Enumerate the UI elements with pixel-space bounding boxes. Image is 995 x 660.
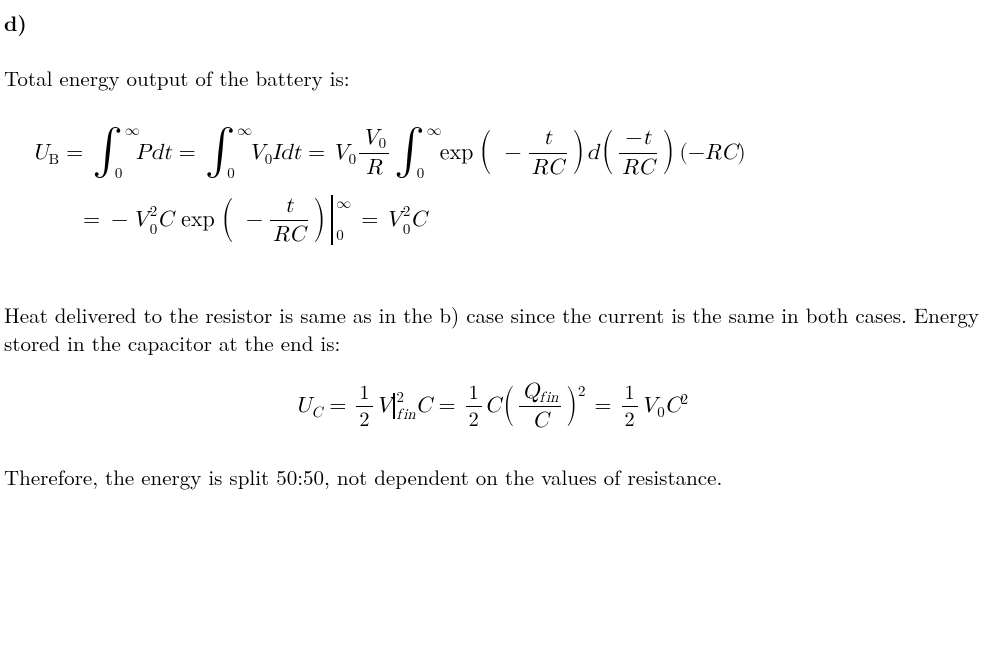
C-1: C: [416, 393, 432, 419]
frac-half-2: 1 2: [466, 382, 482, 432]
equals-1: =: [66, 140, 83, 166]
eval-V-fin: [393, 393, 395, 419]
V-fin-sq-sub: 2fin: [397, 393, 416, 420]
section-label: d): [4, 8, 979, 38]
equals-4: =: [83, 207, 100, 233]
equals-6: =: [329, 393, 346, 419]
d: d: [587, 140, 599, 166]
V0sqC-1: V20C: [132, 207, 173, 235]
lparen-big-3: (: [221, 201, 233, 236]
exp-2: exp: [181, 207, 215, 233]
rparen-big-3: ): [313, 201, 325, 236]
Idt: Idt: [272, 140, 301, 166]
V0-2: V0: [332, 140, 356, 166]
rparen-big-4: ): [567, 388, 578, 420]
para-battery-energy: Total energy output of the battery is:: [4, 64, 979, 92]
frac-negt-RC: −t RC: [619, 126, 657, 179]
frac-t-RC-1: t RC: [529, 126, 567, 179]
eval-bar-1: ∞0: [331, 195, 351, 245]
exp-1: exp: [440, 140, 474, 166]
frac-half-3: 1 2: [622, 382, 638, 432]
sq-paren: 2: [578, 385, 585, 400]
rparen-big-1: ): [572, 133, 584, 168]
rparen-big-2: ): [663, 133, 675, 168]
eq-line-3: UC = 1 2 V 2fin C = 1 2 C ( Qfin C )2 = …: [4, 380, 979, 433]
frac-t-RC-2: t RC: [270, 194, 308, 247]
equals-3: =: [308, 140, 325, 166]
minus-1: −: [111, 207, 128, 233]
para-heat-resistor: Heat delivered to the resistor is same a…: [4, 301, 979, 358]
C-2: C: [485, 393, 501, 419]
page: d) Total energy output of the battery is…: [0, 0, 995, 502]
lparen-big-1: (: [480, 133, 492, 168]
frac-Qfin-C: Qfin C: [519, 380, 561, 433]
neg-RC: (−RC): [679, 140, 745, 166]
lparen-big-2: (: [601, 133, 613, 168]
equals-8: =: [594, 393, 611, 419]
frac-V0-R: V0 R: [359, 126, 389, 179]
integral-1: ∫ ∞0: [92, 132, 132, 173]
para-conclusion: Therefore, the energy is split 50:50, no…: [4, 463, 979, 491]
frac-half-1: 1 2: [356, 382, 372, 432]
V0: V0: [248, 140, 272, 166]
V: V: [376, 393, 393, 419]
lparen-big-4: (: [503, 388, 514, 420]
V0C2: V0C2: [641, 393, 688, 419]
V0sqC-2: V20C: [385, 207, 426, 235]
eq-line-1: UB = ∫ ∞0 Pdt = ∫ ∞0 V0 Idt = V0 V0 R ∫ …: [4, 126, 979, 179]
integral-3: ∫ ∞0: [394, 132, 434, 173]
equals-2: =: [179, 140, 196, 166]
var-UC: UC: [295, 393, 322, 419]
Pdt: Pdt: [136, 140, 172, 166]
eq-line-2: = − V20C exp ( − t RC ) ∞0 = V20C: [4, 194, 979, 247]
integral-2: ∫ ∞0: [205, 132, 245, 173]
var-UB: UB: [32, 140, 59, 166]
equals-5: =: [361, 207, 378, 233]
equals-7: =: [438, 393, 455, 419]
